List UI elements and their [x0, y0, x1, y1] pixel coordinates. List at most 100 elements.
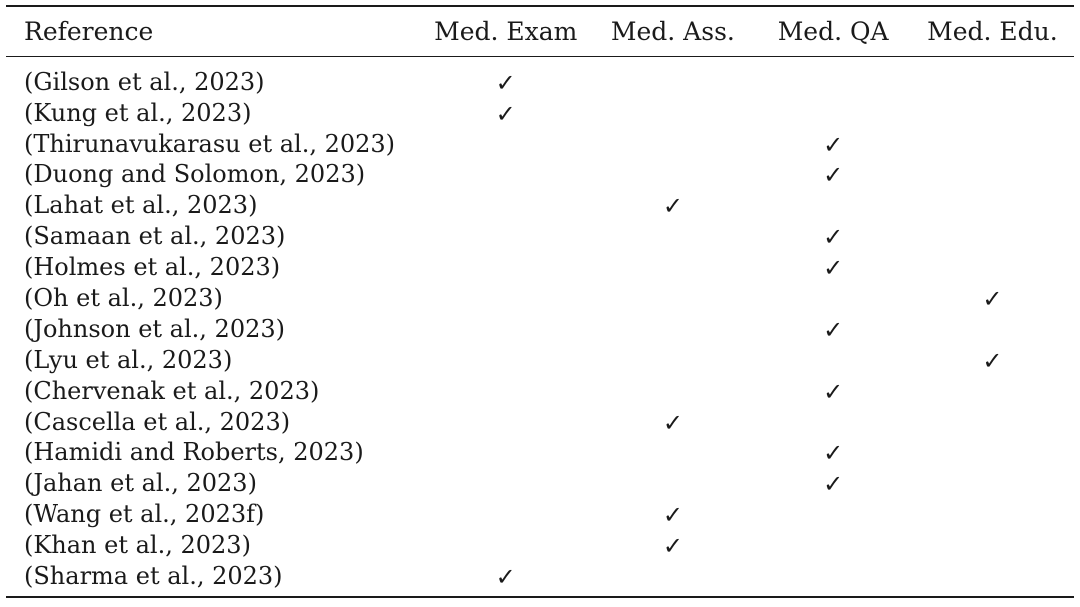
med-ass-cell: [590, 284, 755, 312]
med-qa-cell: [755, 500, 910, 528]
table-row: (Gilson et al., 2023) ✓: [6, 66, 1074, 97]
table-row: (Lahat et al., 2023) ✓: [6, 190, 1074, 221]
reference-cell: (Duong and Solomon, 2023): [24, 160, 366, 189]
check-mark-icon: ✓: [823, 130, 844, 159]
reference-cell: (Thirunavukarasu et al., 2023): [24, 129, 396, 158]
table-row: (Jahan et al., 2023) ✓: [6, 468, 1074, 499]
table-row: (Thirunavukarasu et al., 2023) ✓: [6, 128, 1074, 159]
med-qa-cell: ✓: [755, 377, 910, 406]
med-qa-cell: [755, 191, 910, 219]
med-edu-cell: [911, 438, 1074, 466]
table-row: (Cascella et al., 2023) ✓: [6, 406, 1074, 437]
reference-cell: (Oh et al., 2023): [24, 283, 223, 312]
med-exam-cell: [421, 222, 590, 250]
check-mark-icon: ✓: [495, 562, 516, 591]
table-bottom-rule: [6, 596, 1074, 599]
reference-cell: (Chervenak et al., 2023): [24, 376, 320, 405]
med-exam-cell: [421, 531, 590, 559]
med-exam-cell: [421, 130, 590, 158]
table-row: (Chervenak et al., 2023) ✓: [6, 375, 1074, 406]
reference-cell: (Gilson et al., 2023): [24, 67, 265, 96]
check-mark-icon: ✓: [823, 254, 844, 283]
med-edu-cell: [911, 408, 1074, 436]
table-row: (Oh et al., 2023) ✓: [6, 283, 1074, 314]
check-mark-icon: ✓: [662, 501, 683, 530]
reference-cell: (Kung et al., 2023): [24, 98, 252, 127]
med-exam-cell: ✓: [421, 562, 590, 591]
check-mark-icon: ✓: [823, 161, 844, 190]
med-qa-cell: [755, 99, 910, 127]
med-exam-cell: [421, 377, 590, 405]
check-mark-icon: ✓: [662, 408, 683, 437]
med-edu-cell: [911, 160, 1074, 188]
table-row: (Khan et al., 2023) ✓: [6, 530, 1074, 561]
table-row: (Hamidi and Roberts, 2023) ✓: [6, 437, 1074, 468]
check-mark-icon: ✓: [823, 223, 844, 252]
med-ass-cell: [590, 68, 755, 96]
header-med-ass: Med. Ass.: [610, 17, 735, 46]
reference-cell: (Samaan et al., 2023): [24, 222, 286, 251]
reference-cell: (Cascella et al., 2023): [24, 407, 291, 436]
med-ass-cell: ✓: [590, 531, 755, 560]
med-qa-cell: ✓: [755, 438, 910, 468]
check-mark-icon: ✓: [823, 315, 844, 344]
med-edu-cell: [911, 500, 1074, 528]
med-ass-cell: [590, 438, 755, 466]
reference-cell: (Lyu et al., 2023): [24, 345, 233, 374]
med-ass-cell: [590, 130, 755, 158]
check-mark-icon: ✓: [495, 68, 516, 97]
reference-cell: (Khan et al., 2023): [24, 531, 251, 560]
med-ass-cell: [590, 377, 755, 405]
med-ass-cell: [590, 160, 755, 188]
med-exam-cell: [421, 253, 590, 281]
med-edu-cell: [911, 253, 1074, 281]
reference-cell: (Holmes et al., 2023): [24, 253, 281, 282]
table-row: (Wang et al., 2023f) ✓: [6, 499, 1074, 530]
med-qa-cell: [755, 346, 910, 374]
check-mark-icon: ✓: [823, 439, 844, 468]
med-edu-cell: [911, 469, 1074, 497]
med-ass-cell: [590, 469, 755, 497]
med-qa-cell: [755, 284, 910, 312]
med-edu-cell: [911, 130, 1074, 158]
med-qa-cell: ✓: [755, 222, 910, 252]
med-ass-cell: ✓: [590, 191, 755, 220]
reference-cell: (Jahan et al., 2023): [24, 469, 257, 498]
reference-table: Reference Med. Exam Med. Ass. Med. QA Me…: [6, 5, 1074, 599]
med-exam-cell: [421, 346, 590, 374]
med-ass-cell: [590, 315, 755, 343]
check-mark-icon: ✓: [823, 377, 844, 406]
med-exam-cell: ✓: [421, 68, 590, 97]
reference-cell: (Lahat et al., 2023): [24, 191, 258, 220]
med-edu-cell: [911, 191, 1074, 219]
med-qa-cell: ✓: [755, 469, 910, 498]
reference-cell: (Sharma et al., 2023): [24, 561, 283, 590]
med-exam-cell: [421, 315, 590, 343]
check-mark-icon: ✓: [982, 346, 1003, 375]
med-edu-cell: [911, 99, 1074, 127]
med-qa-cell: [755, 531, 910, 559]
med-qa-cell: ✓: [755, 253, 910, 283]
table-row: (Samaan et al., 2023) ✓: [6, 221, 1074, 252]
header-med-exam: Med. Exam: [434, 17, 578, 46]
med-ass-cell: [590, 99, 755, 127]
reference-cell: (Johnson et al., 2023): [24, 314, 285, 343]
med-ass-cell: [590, 346, 755, 374]
med-edu-cell: ✓: [911, 284, 1074, 313]
table-row: (Sharma et al., 2023) ✓: [6, 561, 1074, 592]
med-exam-cell: [421, 160, 590, 188]
med-qa-cell: [755, 562, 910, 590]
med-ass-cell: [590, 562, 755, 590]
table-header-rule: [6, 56, 1074, 58]
table-row: (Duong and Solomon, 2023) ✓: [6, 159, 1074, 190]
table-row: (Lyu et al., 2023) ✓: [6, 344, 1074, 375]
check-mark-icon: ✓: [982, 284, 1003, 313]
med-exam-cell: [421, 408, 590, 436]
med-qa-cell: [755, 68, 910, 96]
med-qa-cell: ✓: [755, 160, 910, 190]
med-ass-cell: ✓: [590, 408, 755, 437]
table-row: (Holmes et al., 2023) ✓: [6, 252, 1074, 283]
table-body: (Gilson et al., 2023) ✓ (Kung et al., 2023…: [6, 57, 1074, 596]
med-ass-cell: [590, 253, 755, 281]
reference-cell: (Wang et al., 2023f): [24, 500, 265, 529]
